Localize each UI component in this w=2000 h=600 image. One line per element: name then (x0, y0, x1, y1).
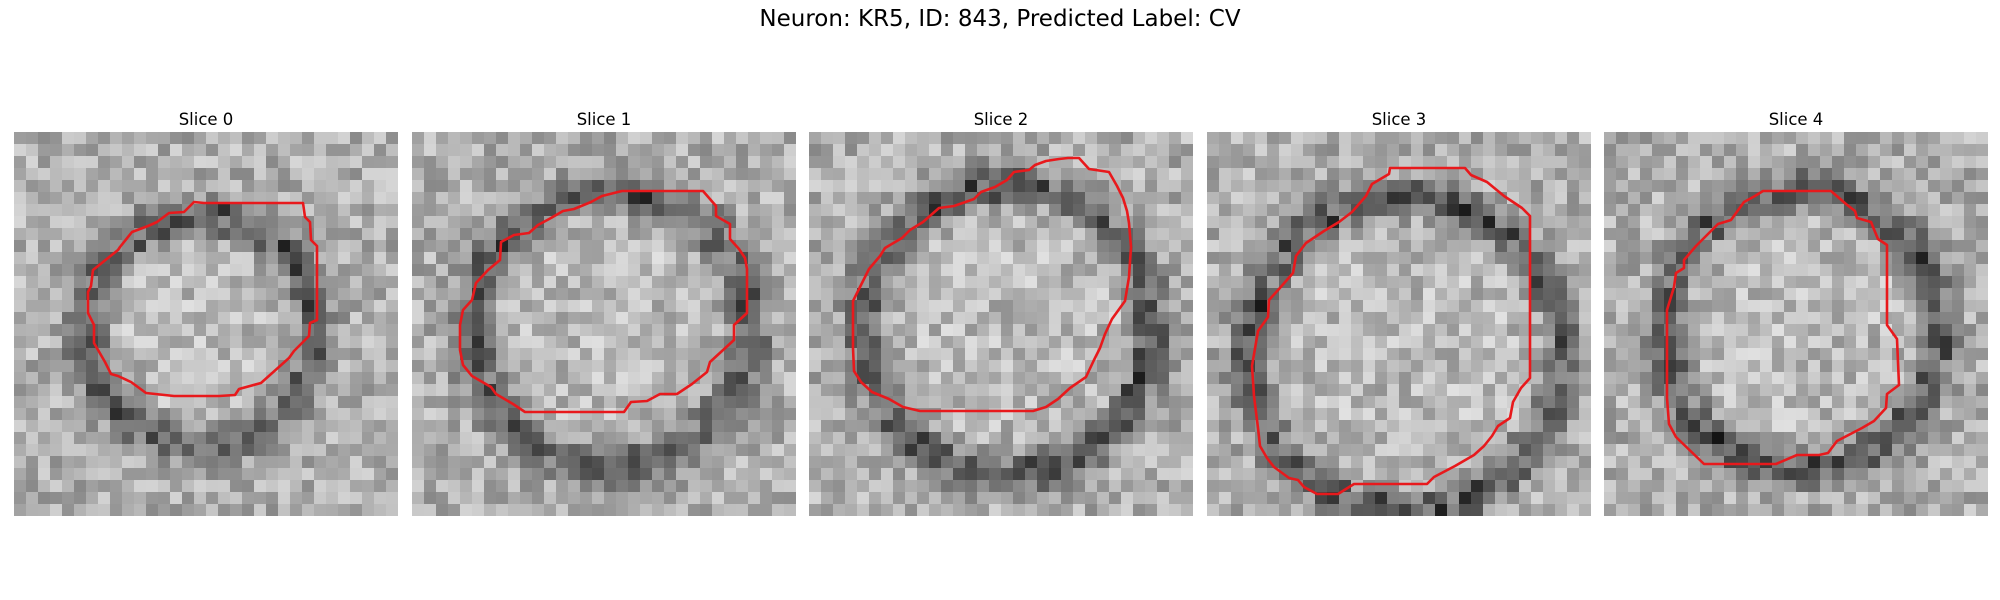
microscopy-slice-image-4 (1604, 132, 1988, 516)
slice-title-4: Slice 4 (1768, 110, 1824, 129)
figure-title: Neuron: KR5, ID: 843, Predicted Label: C… (759, 6, 1241, 32)
microscopy-slice-image-3 (1207, 132, 1591, 516)
slice-title-0: Slice 0 (178, 110, 234, 129)
microscopy-slice-image-0 (14, 132, 398, 516)
slice-title-2: Slice 2 (973, 110, 1029, 129)
slice-panel-4: Slice 4 (1604, 108, 1988, 516)
slice-panel-1: Slice 1 (412, 108, 796, 516)
slice-title-3: Slice 3 (1371, 110, 1427, 129)
slice-panel-3: Slice 3 (1207, 108, 1591, 516)
slice-panel-0: Slice 0 (14, 108, 398, 516)
slice-panel-2: Slice 2 (809, 108, 1193, 516)
microscopy-slice-image-2 (809, 132, 1193, 516)
slice-title-1: Slice 1 (576, 110, 632, 129)
microscopy-slice-image-1 (412, 132, 796, 516)
